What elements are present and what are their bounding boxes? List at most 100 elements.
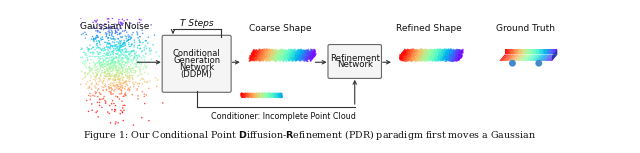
Point: [269, 94, 279, 96]
Point: [254, 95, 264, 97]
Point: [253, 95, 264, 98]
Point: [113, 88, 123, 90]
Point: [425, 51, 435, 54]
Point: [401, 55, 412, 57]
Point: [451, 55, 461, 57]
Point: [433, 53, 443, 55]
Point: [442, 50, 452, 53]
Point: [269, 95, 279, 97]
Point: [445, 55, 455, 58]
Point: [408, 52, 419, 55]
Point: [407, 59, 417, 61]
Point: [402, 51, 412, 53]
Point: [260, 49, 271, 51]
Point: [265, 54, 275, 57]
Point: [415, 50, 425, 52]
Point: [403, 54, 413, 57]
Polygon shape: [552, 49, 554, 54]
Point: [451, 54, 461, 56]
Point: [425, 57, 435, 60]
Point: [295, 53, 305, 56]
Point: [298, 51, 308, 54]
Point: [403, 58, 413, 60]
Point: [443, 54, 453, 57]
Point: [278, 55, 289, 58]
Point: [261, 53, 271, 55]
Point: [262, 50, 273, 53]
Point: [450, 55, 460, 57]
Point: [118, 45, 129, 47]
Point: [134, 44, 145, 47]
Point: [300, 53, 310, 56]
Point: [294, 52, 305, 54]
Point: [277, 48, 287, 50]
Point: [397, 56, 408, 58]
Point: [280, 53, 290, 55]
Point: [250, 56, 260, 59]
Point: [292, 55, 302, 58]
Point: [303, 56, 314, 59]
Point: [444, 56, 454, 58]
Point: [253, 94, 263, 97]
Point: [257, 54, 267, 57]
Point: [262, 53, 273, 55]
Point: [248, 53, 258, 56]
Point: [452, 50, 462, 52]
Point: [286, 52, 296, 54]
Point: [291, 55, 301, 57]
Point: [435, 56, 445, 59]
Point: [451, 54, 461, 56]
Point: [429, 52, 440, 54]
Point: [115, 86, 125, 89]
Point: [275, 52, 285, 55]
Point: [104, 68, 115, 71]
Point: [285, 56, 296, 58]
Point: [252, 92, 262, 95]
Point: [279, 52, 289, 54]
Point: [419, 54, 429, 56]
Point: [419, 55, 429, 57]
Point: [427, 53, 437, 56]
Point: [447, 52, 457, 54]
Point: [236, 94, 246, 96]
Point: [293, 57, 303, 59]
Point: [273, 52, 284, 54]
Point: [455, 54, 465, 57]
Point: [419, 50, 429, 53]
Point: [403, 52, 413, 54]
Point: [248, 93, 259, 96]
Polygon shape: [507, 54, 514, 61]
Point: [419, 59, 429, 62]
Point: [422, 56, 432, 59]
Point: [423, 55, 433, 57]
Point: [299, 51, 309, 53]
Point: [411, 55, 421, 57]
Point: [455, 54, 465, 56]
Polygon shape: [543, 49, 544, 54]
Point: [93, 89, 103, 91]
Point: [403, 48, 413, 51]
Point: [442, 51, 452, 53]
Point: [276, 54, 287, 56]
Point: [260, 95, 270, 98]
Point: [271, 95, 282, 97]
Point: [444, 55, 454, 57]
Point: [282, 57, 292, 59]
Point: [267, 53, 277, 55]
Point: [443, 52, 453, 55]
Point: [276, 94, 287, 97]
Point: [435, 53, 445, 55]
Point: [430, 51, 440, 53]
Point: [450, 57, 460, 60]
Point: [452, 54, 463, 57]
Point: [301, 54, 312, 57]
Point: [415, 54, 426, 56]
Point: [278, 50, 289, 52]
Point: [264, 49, 274, 52]
Point: [243, 96, 253, 99]
Point: [295, 54, 305, 57]
Point: [399, 56, 410, 58]
Point: [271, 53, 282, 56]
Point: [433, 48, 444, 51]
Point: [445, 53, 456, 55]
